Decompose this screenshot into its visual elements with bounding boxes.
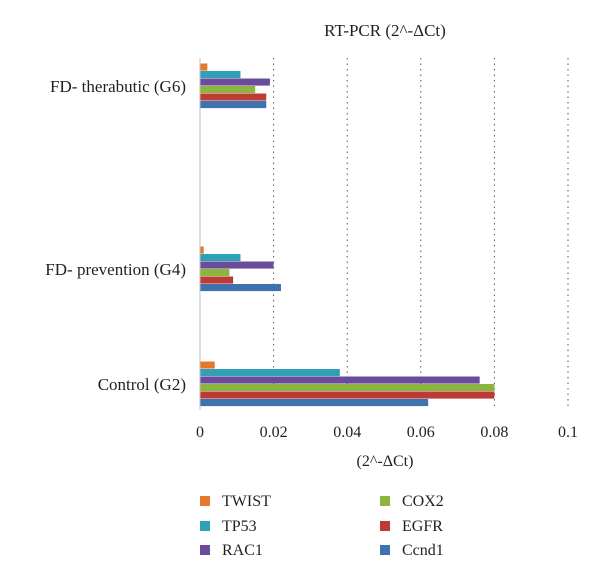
x-tick-label: 0.04	[333, 424, 361, 441]
legend-swatch-rac1	[200, 545, 210, 555]
x-tick-label: 0.06	[407, 424, 435, 441]
bar-twist	[200, 63, 208, 71]
legend-label-twist: TWIST	[222, 493, 271, 510]
bar-tp53	[200, 71, 241, 79]
bar-rac1	[200, 78, 270, 86]
bar-tp53	[200, 254, 241, 262]
legend-swatch-cox2	[380, 496, 390, 506]
legend-label-egfr: EGFR	[402, 518, 443, 535]
chart-title: RT-PCR (2^-ΔCt)	[324, 21, 446, 40]
bar-ccnd1	[200, 101, 267, 109]
bar-twist	[200, 246, 204, 254]
legend-swatch-tp53	[200, 521, 210, 531]
x-tick-label: 0.1	[558, 424, 578, 441]
bar-egfr	[200, 93, 267, 101]
bar-egfr	[200, 276, 234, 284]
legend-swatch-twist	[200, 496, 210, 506]
bar-ccnd1	[200, 284, 281, 292]
x-tick-label: 0.02	[260, 424, 288, 441]
bar-tp53	[200, 369, 340, 377]
legend-label-ccnd1: Ccnd1	[402, 542, 444, 559]
bar-ccnd1	[200, 399, 429, 407]
x-tick-label: 0.08	[480, 424, 508, 441]
bar-twist	[200, 361, 215, 369]
bar-cox2	[200, 269, 230, 277]
legend-swatch-ccnd1	[380, 545, 390, 555]
x-tick-label: 0	[196, 424, 204, 441]
bars	[200, 63, 495, 407]
legend-label-rac1: RAC1	[222, 542, 263, 559]
x-tick-labels: 0 0.02 0.04 0.06 0.08 0.1	[196, 424, 578, 441]
gridlines	[273, 58, 569, 410]
bar-cox2	[200, 86, 256, 94]
legend: TWIST TP53 RAC1 COX2 EGFR Ccnd1	[200, 493, 444, 559]
category-label: FD- prevention (G4)	[45, 260, 186, 279]
bar-cox2	[200, 384, 495, 392]
legend-label-cox2: COX2	[402, 493, 444, 510]
x-axis-title: (2^-ΔCt)	[357, 453, 414, 470]
legend-swatch-egfr	[380, 521, 390, 531]
category-label: FD- therabutic (G6)	[50, 77, 186, 96]
bar-rac1	[200, 261, 274, 269]
category-label: Control (G2)	[98, 375, 186, 394]
bar-egfr	[200, 391, 495, 399]
legend-label-tp53: TP53	[222, 518, 257, 535]
bar-rac1	[200, 376, 480, 384]
category-labels: Control (G2) FD- prevention (G4) FD- thera…	[45, 77, 186, 394]
